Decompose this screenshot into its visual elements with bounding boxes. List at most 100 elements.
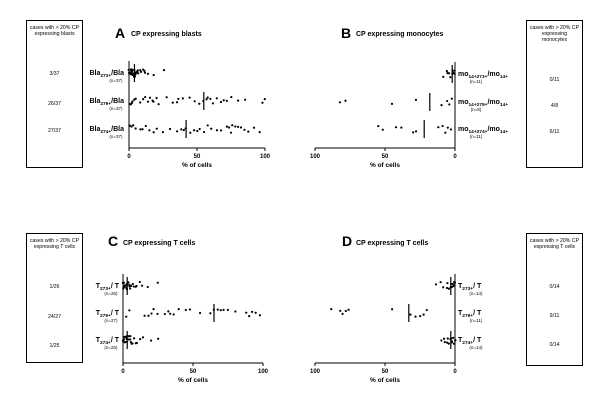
data-point	[439, 281, 442, 284]
row-n-label: (n=26)	[104, 291, 118, 296]
data-point	[216, 308, 219, 311]
summary-box-bottom-right: cases with > 20% CP expressing T cells 0…	[526, 233, 583, 366]
row-n-label: (n=11)	[470, 134, 483, 139]
panel-letter: B	[341, 25, 351, 41]
row-n-label: (n=37)	[109, 106, 123, 111]
data-point	[134, 97, 137, 100]
data-point	[205, 98, 208, 101]
data-point	[440, 339, 443, 342]
data-point	[162, 68, 166, 72]
data-point	[239, 126, 243, 129]
data-point	[209, 97, 212, 100]
data-point	[135, 341, 138, 345]
data-point	[338, 101, 342, 104]
data-point	[409, 313, 412, 316]
data-point	[129, 287, 132, 290]
data-point	[231, 124, 234, 127]
data-point	[447, 287, 451, 290]
data-point	[152, 308, 155, 311]
x-axis-label: % of cells	[370, 377, 400, 384]
data-point	[414, 315, 417, 318]
data-point	[206, 124, 209, 127]
data-point	[189, 131, 192, 134]
panel-title: CP expressing monocytes	[356, 31, 444, 38]
x-axis-label: % of cells	[178, 377, 208, 384]
data-point	[181, 97, 184, 100]
x-tick-label: 50	[382, 154, 389, 160]
data-point	[129, 338, 132, 341]
data-point	[441, 124, 444, 128]
data-point	[446, 281, 449, 285]
data-point	[156, 312, 159, 316]
data-point	[258, 131, 261, 134]
data-point	[440, 103, 443, 107]
data-point	[128, 309, 131, 312]
summary-box-value: 26/37	[48, 101, 61, 107]
data-point	[245, 311, 248, 314]
data-point	[127, 68, 130, 72]
data-point	[141, 128, 144, 131]
x-tick-label: 0	[453, 154, 457, 160]
data-point	[414, 98, 418, 101]
x-tick-label: 100	[260, 154, 271, 160]
data-point	[157, 337, 160, 340]
data-point	[139, 70, 143, 73]
data-point	[347, 308, 350, 311]
data-point	[138, 280, 141, 284]
summary-box-value: 3/37	[49, 71, 60, 77]
row-n-label: (n=11)	[470, 318, 483, 323]
data-point	[141, 336, 145, 339]
data-point	[132, 337, 136, 340]
data-point	[137, 72, 140, 75]
data-point	[150, 339, 153, 342]
data-point	[446, 126, 449, 129]
data-point	[193, 129, 196, 132]
panel-letter: D	[342, 233, 352, 249]
summary-box-header: cases with > 20% CP expressing blasts	[29, 25, 80, 37]
data-point	[198, 127, 201, 131]
data-point	[184, 308, 187, 312]
data-point	[252, 126, 256, 129]
data-point	[129, 335, 132, 338]
data-point	[152, 131, 155, 134]
data-point	[452, 342, 456, 345]
summary-box-header: cases with > 20% CP expressing T cells	[29, 238, 80, 250]
row-label: T279+/ T	[96, 310, 120, 319]
summary-box-value: 1/26	[49, 284, 60, 290]
data-point	[244, 98, 247, 101]
row-n-label: (n=27)	[104, 318, 118, 323]
data-point	[148, 129, 151, 132]
data-point	[412, 131, 415, 134]
x-axis-label: % of cells	[182, 162, 212, 169]
data-point	[180, 128, 183, 131]
data-point	[127, 338, 130, 341]
data-point	[445, 69, 448, 73]
summary-box-top-right: cases with > 20% CP expressing monocytes…	[526, 20, 583, 168]
summary-box-value: 4/8	[550, 103, 559, 109]
summary-box-bottom-left: cases with > 20% CP expressing T cells 1…	[26, 233, 83, 363]
data-point	[198, 311, 202, 315]
data-point	[448, 103, 451, 106]
row-label: mo14+274+/mo14+	[458, 126, 508, 135]
data-point	[169, 312, 172, 315]
data-point	[152, 73, 155, 77]
data-point	[146, 285, 149, 289]
x-tick-label: 0	[453, 369, 457, 375]
data-point	[442, 75, 445, 78]
data-point	[219, 100, 223, 104]
data-point	[258, 314, 262, 317]
data-point	[175, 101, 179, 104]
data-point	[443, 340, 446, 344]
data-point	[171, 101, 174, 104]
data-point	[390, 308, 394, 311]
data-point	[446, 99, 449, 103]
data-point	[442, 337, 446, 340]
row-label: mo14+273+/mo14+	[458, 71, 508, 80]
data-point	[229, 131, 233, 134]
data-point	[247, 130, 250, 133]
data-point	[209, 312, 212, 315]
row-n-label: (n=14)	[469, 291, 483, 296]
data-point	[236, 125, 240, 128]
data-point	[125, 315, 128, 318]
data-point	[143, 71, 147, 74]
